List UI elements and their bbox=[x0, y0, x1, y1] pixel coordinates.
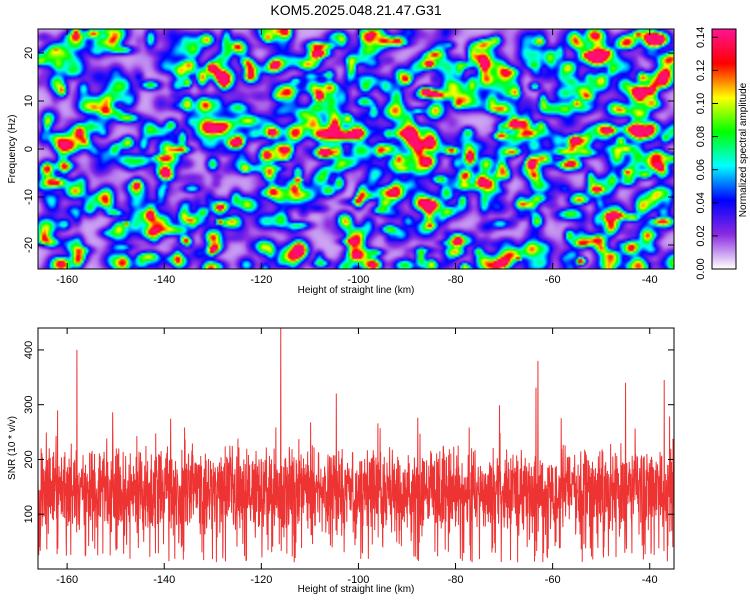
heatmap-x-tick-label: -40 bbox=[642, 274, 658, 286]
snr-y-tick-label: 200 bbox=[23, 450, 35, 468]
snr-frame bbox=[37, 327, 675, 570]
colorbar-tick-label: 0.12 bbox=[695, 60, 707, 81]
snr-x-tick-label: -40 bbox=[642, 574, 658, 586]
colorbar-axis: 0.00 0.02 0.04 0.06 0.08 0.10 0.12 0.14 bbox=[695, 27, 718, 280]
heatmap-x-tick-label: -60 bbox=[545, 274, 561, 286]
snr-panel: -160 -140 -120 -100 -80 -60 -40 100 200 300 400 H… bbox=[7, 327, 675, 595]
colorbar-tick-label: 0.08 bbox=[695, 126, 707, 147]
colorbar: 0.00 0.02 0.04 0.06 0.08 0.10 0.12 0.14 Normali… bbox=[695, 27, 749, 280]
colorbar-frame bbox=[711, 28, 737, 270]
heatmap-y-axis: -20 -10 0 10 20 bbox=[23, 47, 674, 253]
colorbar-tick-label: 0.06 bbox=[695, 159, 707, 180]
heatmap-x-tick-label: -120 bbox=[250, 274, 272, 286]
heatmap-x-tick-label: -140 bbox=[153, 274, 175, 286]
snr-x-tick-label: -80 bbox=[448, 574, 464, 586]
colorbar-tick-label: 0.04 bbox=[695, 192, 707, 213]
heatmap-y-tick-label: 10 bbox=[23, 95, 35, 107]
heatmap-y-tick-label: 0 bbox=[23, 146, 35, 152]
snr-series-line bbox=[37, 327, 675, 563]
snr-y-axis: 100 200 300 400 bbox=[23, 341, 674, 523]
snr-y-tick-label: 100 bbox=[23, 505, 35, 523]
colorbar-label: Normalized spectral amplitude bbox=[738, 82, 749, 217]
colorbar-tick-label: 0.00 bbox=[695, 258, 707, 279]
heatmap-y-tick-label: -20 bbox=[23, 237, 35, 253]
colorbar-tick-label: 0.10 bbox=[695, 93, 707, 114]
heatmap-image bbox=[38, 29, 674, 269]
heatmap-x-tick-label: -80 bbox=[448, 274, 464, 286]
snr-x-tick-label: -60 bbox=[545, 574, 561, 586]
snr-x-tick-label: -100 bbox=[347, 574, 369, 586]
heatmap-y-label: Frequency (Hz) bbox=[7, 115, 18, 184]
heatmap-y-tick-label: 20 bbox=[23, 47, 35, 59]
snr-x-tick-label: -120 bbox=[250, 574, 272, 586]
heatmap-x-label: Height of straight line (km) bbox=[298, 285, 415, 296]
colorbar-tick-label: 0.02 bbox=[695, 225, 707, 246]
heatmap-x-tick-label: -100 bbox=[347, 274, 369, 286]
snr-y-tick-label: 400 bbox=[23, 341, 35, 359]
snr-y-label: SNR (10 * v/v) bbox=[7, 416, 18, 480]
snr-x-tick-label: -160 bbox=[56, 574, 78, 586]
snr-x-label: Height of straight line (km) bbox=[298, 584, 415, 595]
heatmap-x-tick-label: -160 bbox=[56, 274, 78, 286]
snr-x-tick-label: -140 bbox=[153, 574, 175, 586]
heatmap-x-axis: -160 -140 -120 -100 -80 -60 -40 bbox=[56, 29, 658, 286]
heatmap-y-tick-label: -10 bbox=[23, 189, 35, 205]
snr-x-axis: -160 -140 -120 -100 -80 -60 -40 bbox=[56, 328, 658, 586]
colorbar-gradient bbox=[712, 29, 736, 269]
snr-y-tick-label: 300 bbox=[23, 396, 35, 414]
colorbar-tick-label: 0.14 bbox=[695, 27, 707, 48]
figure-title: KOM5.2025.048.21.47.G31 bbox=[270, 2, 441, 18]
